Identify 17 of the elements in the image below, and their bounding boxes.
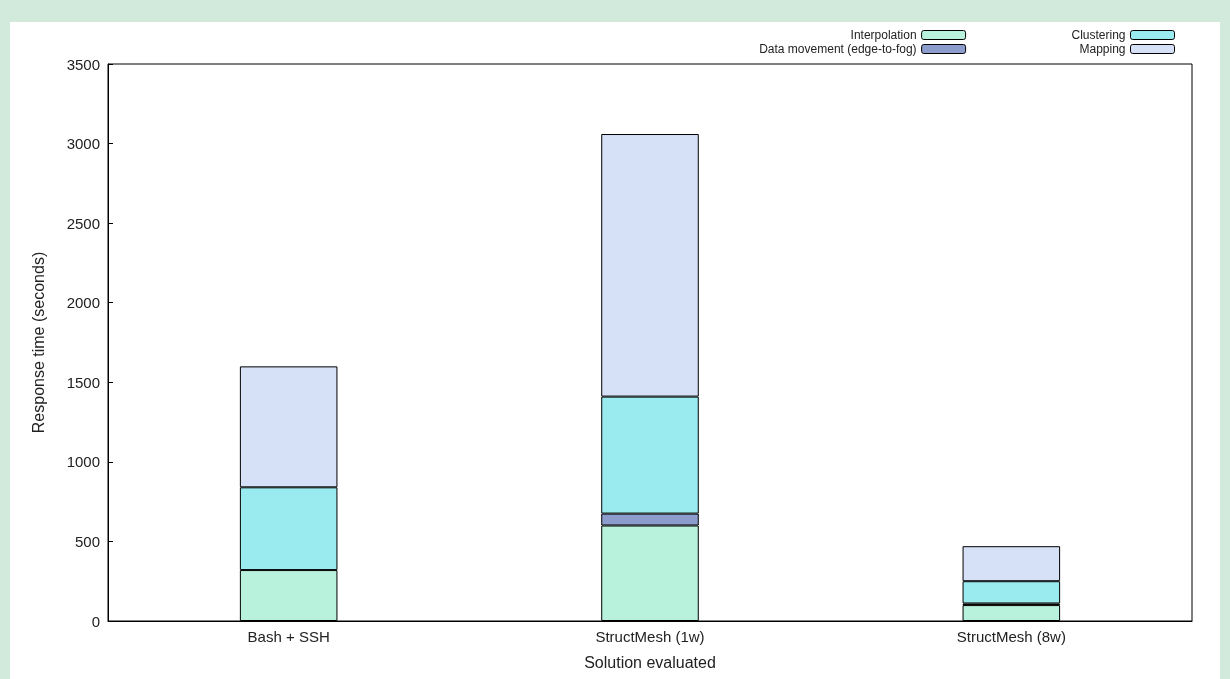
legend-label: Mapping	[1079, 42, 1126, 56]
y-tick-label: 3000	[66, 135, 100, 153]
y-axis-title: Response time (seconds)	[29, 251, 47, 434]
y-tick-label: 1000	[66, 453, 100, 471]
legend-label: Data movement (edge-to-fog)	[759, 42, 917, 56]
x-tick-label: StructMesh (8w)	[956, 628, 1066, 645]
y-tick-label: 0	[91, 612, 100, 630]
y-tick-label: 1500	[66, 373, 100, 391]
y-tick-label: 2500	[66, 214, 100, 232]
y-tick-label: 3500	[66, 55, 100, 73]
legend-label: Clustering	[1071, 28, 1126, 42]
x-tick-label: Bash + SSH	[247, 628, 330, 645]
y-tick-label: 2000	[66, 294, 100, 312]
y-tick-label: 500	[74, 532, 100, 550]
legend-label: Interpolation	[850, 28, 917, 42]
x-axis-title: Solution evaluated	[584, 653, 716, 671]
x-tick-label: StructMesh (1w)	[595, 628, 705, 645]
